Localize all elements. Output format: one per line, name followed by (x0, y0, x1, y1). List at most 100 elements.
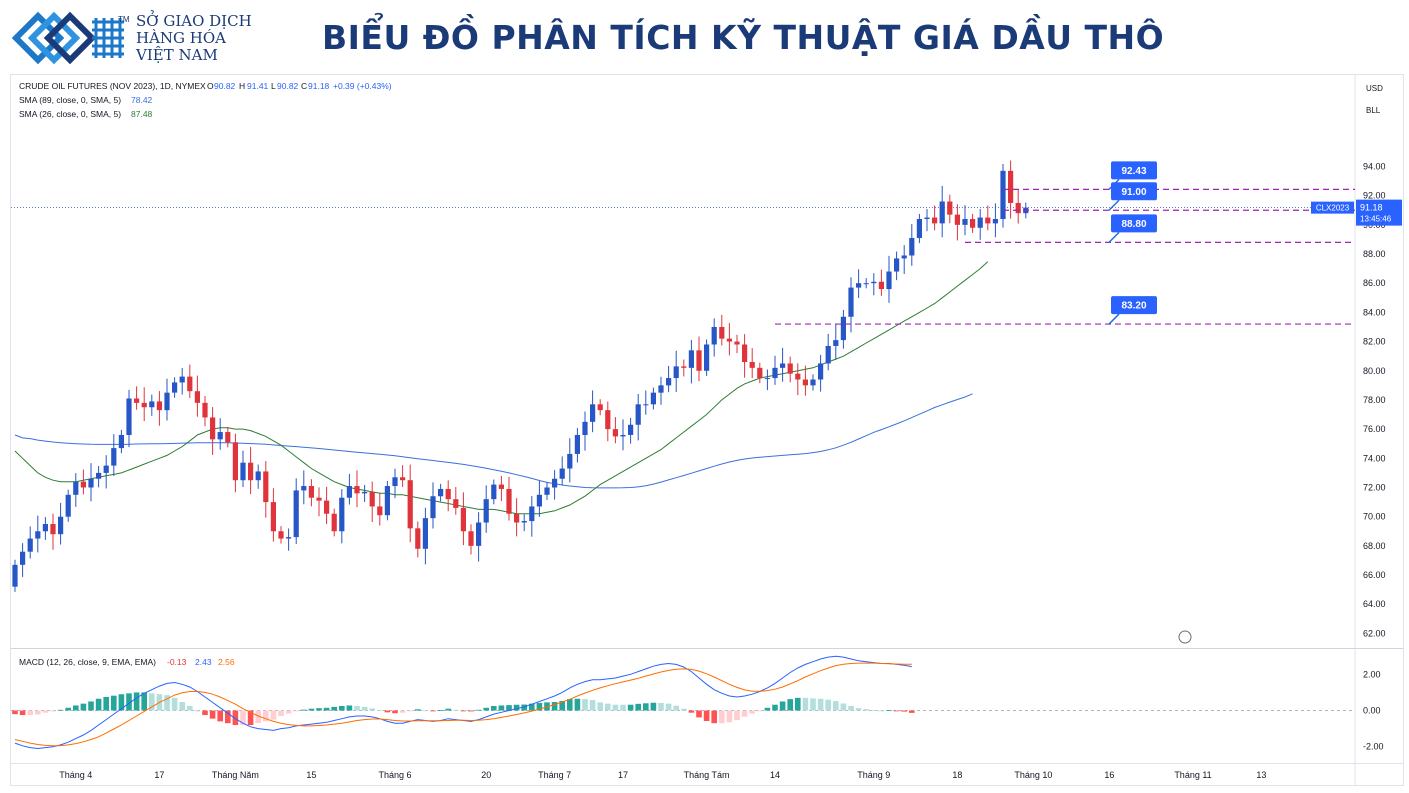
macd-histogram-bar (802, 697, 809, 711)
candle-body (704, 344, 710, 371)
price-tick-label: 84.00 (1363, 307, 1386, 317)
macd-histogram-bar (331, 706, 337, 711)
macd-histogram-bar (430, 710, 436, 712)
candle-body (719, 326, 725, 339)
macd-histogram-bar (726, 710, 733, 723)
ohlc-o_label: O (207, 81, 214, 91)
macd-histogram-bar (643, 703, 649, 711)
macd-histogram-bar (293, 710, 299, 712)
macd-histogram-bar (886, 710, 892, 711)
macd-histogram-bar (711, 710, 717, 724)
macd-histogram-bar (133, 692, 140, 711)
brand-line-3: VIỆT NAM (136, 46, 218, 64)
macd-histogram-bar (681, 708, 687, 711)
time-tick-label: 15 (306, 770, 316, 780)
candle-body (688, 350, 694, 368)
candle-body (179, 376, 185, 383)
price-tick-label: 66.00 (1363, 570, 1386, 580)
brand-name: TM SỞ GIAO DỊCH HÀNG HÓA VIỆT NAM (118, 12, 252, 64)
price-tick-label: 74.00 (1363, 453, 1386, 463)
time-tick-label: 17 (618, 770, 628, 780)
currency-button[interactable]: USD (1366, 84, 1383, 93)
macd-histogram-bar (399, 710, 406, 713)
level-callout-box (1111, 296, 1157, 315)
candle-body (658, 385, 664, 393)
chart-canvas[interactable]: 94.0092.0090.0088.0086.0084.0082.0080.00… (11, 75, 1403, 785)
time-tick-label: 20 (481, 770, 491, 780)
candle-body (962, 219, 968, 225)
price-tick-label: 92.00 (1363, 191, 1386, 201)
candle-body (324, 500, 330, 514)
chart-panel[interactable]: 94.0092.0090.0088.0086.0084.0082.0080.00… (10, 74, 1404, 786)
candle-body (476, 522, 482, 546)
candle-body (491, 484, 497, 500)
ohlc-h: 91.41 (247, 81, 269, 91)
candle-body (628, 424, 634, 435)
macd-histogram-bar (521, 704, 527, 711)
candle-body (202, 402, 208, 418)
macd-histogram-bar (35, 710, 41, 715)
candle-body (726, 338, 732, 342)
price-tick-label: 94.00 (1363, 161, 1386, 171)
candle-body (369, 491, 375, 507)
currency-button[interactable]: BLL (1366, 106, 1381, 115)
candle-body (901, 255, 907, 259)
candle-body (681, 366, 687, 368)
candle-body (50, 523, 56, 535)
candle-body (787, 363, 793, 374)
candle-body (567, 453, 573, 469)
price-tick-label: 76.00 (1363, 424, 1386, 434)
price-tick-label: 88.00 (1363, 249, 1386, 259)
macd-histogram-bar (247, 710, 254, 725)
candle-body (954, 214, 960, 225)
candle-body (111, 448, 117, 466)
macd-value: 2.43 (195, 657, 212, 667)
candle-body (650, 392, 656, 405)
candle-body (134, 398, 140, 403)
macd-histogram-bar (817, 698, 824, 711)
candle-body (833, 340, 839, 346)
macd-histogram-bar (491, 706, 497, 711)
macd-histogram-bar (202, 710, 208, 716)
macd-histogram-bar (232, 710, 239, 725)
macd-histogram-bar (445, 708, 451, 711)
candle-body (506, 488, 512, 514)
brand-line-1: SỞ GIAO DỊCH (136, 12, 252, 30)
time-tick-label: 18 (952, 770, 962, 780)
macd-histogram-bar (95, 698, 102, 711)
candle-body (392, 477, 398, 487)
macd-histogram-bar (422, 710, 429, 712)
symbol-tag (1311, 201, 1354, 214)
candle-body (286, 537, 292, 539)
candle-body (605, 410, 611, 430)
candle-body (848, 287, 854, 317)
candle-body (977, 217, 983, 228)
macd-histogram-bar (855, 708, 862, 711)
macd-histogram-bar (734, 710, 740, 721)
candle-body (362, 491, 368, 494)
price-tick-label: 72.00 (1363, 482, 1386, 492)
price-tick-label: 80.00 (1363, 366, 1386, 376)
macd-histogram-bar (103, 696, 109, 711)
ohlc-l: 90.82 (277, 81, 299, 91)
candle-body (65, 494, 71, 517)
macd-histogram-bar (468, 710, 474, 712)
candle-body (346, 486, 352, 498)
candle-body (894, 258, 900, 272)
level-callout-pointer (1108, 231, 1120, 243)
macd-histogram-bar (437, 710, 444, 711)
candle-body (126, 398, 132, 435)
macd-histogram-bar (696, 710, 702, 718)
macd-histogram-bar (27, 710, 33, 716)
candle-body (711, 326, 717, 345)
candle-body (552, 478, 558, 488)
last-price-tag (1356, 199, 1402, 226)
macd-histogram-bar (635, 703, 641, 711)
candle-body (1008, 170, 1014, 203)
macd-histogram-bar (415, 709, 421, 711)
macd-histogram-bar (42, 710, 49, 713)
candle-body (217, 432, 223, 440)
macd-histogram-bar (597, 702, 603, 711)
macd-histogram-bar (878, 710, 885, 712)
candle-body (118, 434, 124, 449)
